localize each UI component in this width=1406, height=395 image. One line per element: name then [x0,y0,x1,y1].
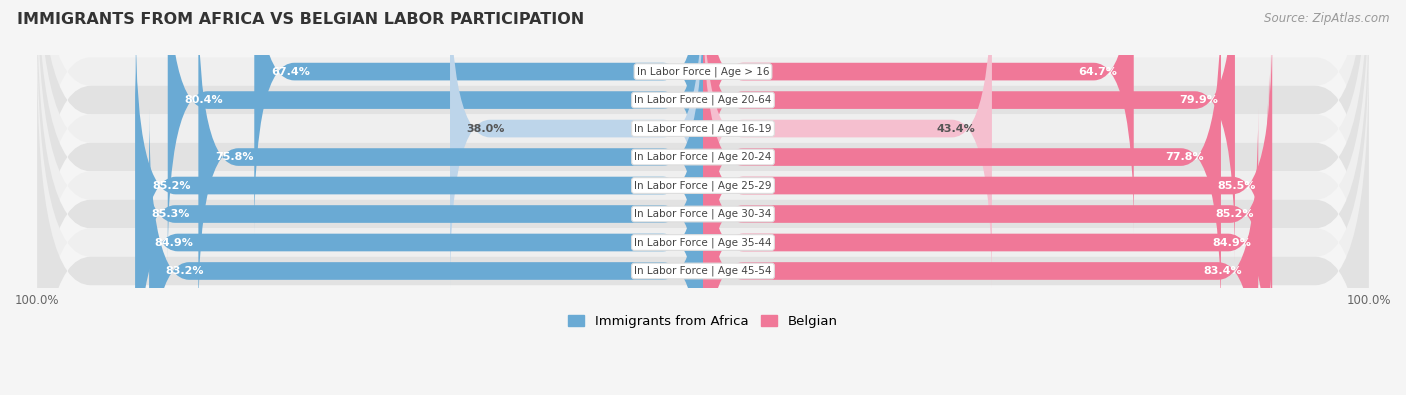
FancyBboxPatch shape [703,0,1220,319]
Text: 85.2%: 85.2% [152,181,191,190]
FancyBboxPatch shape [37,0,1369,285]
FancyBboxPatch shape [703,0,1133,234]
Text: 85.5%: 85.5% [1218,181,1256,190]
FancyBboxPatch shape [136,23,703,348]
Text: 64.7%: 64.7% [1078,67,1118,77]
Text: Source: ZipAtlas.com: Source: ZipAtlas.com [1264,12,1389,25]
FancyBboxPatch shape [703,81,1268,395]
Text: 83.4%: 83.4% [1204,266,1241,276]
FancyBboxPatch shape [37,0,1369,395]
Text: 85.2%: 85.2% [1215,209,1254,219]
FancyBboxPatch shape [37,57,1369,395]
FancyBboxPatch shape [37,29,1369,395]
Text: 38.0%: 38.0% [467,124,505,134]
Text: 85.3%: 85.3% [152,209,190,219]
FancyBboxPatch shape [37,0,1369,314]
FancyBboxPatch shape [703,0,993,291]
Legend: Immigrants from Africa, Belgian: Immigrants from Africa, Belgian [562,309,844,333]
Text: In Labor Force | Age 20-24: In Labor Force | Age 20-24 [634,152,772,162]
Text: 83.2%: 83.2% [166,266,204,276]
Text: In Labor Force | Age 16-19: In Labor Force | Age 16-19 [634,123,772,134]
FancyBboxPatch shape [138,81,703,395]
FancyBboxPatch shape [135,52,703,376]
Text: In Labor Force | Age > 16: In Labor Force | Age > 16 [637,66,769,77]
Text: In Labor Force | Age 35-44: In Labor Force | Age 35-44 [634,237,772,248]
Text: 67.4%: 67.4% [271,67,309,77]
FancyBboxPatch shape [37,0,1369,371]
Text: In Labor Force | Age 20-64: In Labor Force | Age 20-64 [634,95,772,105]
FancyBboxPatch shape [703,109,1258,395]
FancyBboxPatch shape [703,0,1234,262]
FancyBboxPatch shape [149,109,703,395]
FancyBboxPatch shape [37,0,1369,342]
Text: 80.4%: 80.4% [184,95,224,105]
FancyBboxPatch shape [37,0,1369,395]
FancyBboxPatch shape [703,23,1272,348]
Text: 75.8%: 75.8% [215,152,253,162]
Text: In Labor Force | Age 25-29: In Labor Force | Age 25-29 [634,180,772,191]
FancyBboxPatch shape [198,0,703,319]
FancyBboxPatch shape [703,52,1270,376]
Text: 43.4%: 43.4% [936,124,976,134]
Text: In Labor Force | Age 30-34: In Labor Force | Age 30-34 [634,209,772,219]
Text: IMMIGRANTS FROM AFRICA VS BELGIAN LABOR PARTICIPATION: IMMIGRANTS FROM AFRICA VS BELGIAN LABOR … [17,12,583,27]
Text: 79.9%: 79.9% [1180,95,1218,105]
FancyBboxPatch shape [254,0,703,234]
Text: In Labor Force | Age 45-54: In Labor Force | Age 45-54 [634,266,772,276]
FancyBboxPatch shape [167,0,703,262]
FancyBboxPatch shape [450,0,703,291]
Text: 77.8%: 77.8% [1166,152,1205,162]
Text: 84.9%: 84.9% [155,237,193,248]
Text: 84.9%: 84.9% [1213,237,1251,248]
